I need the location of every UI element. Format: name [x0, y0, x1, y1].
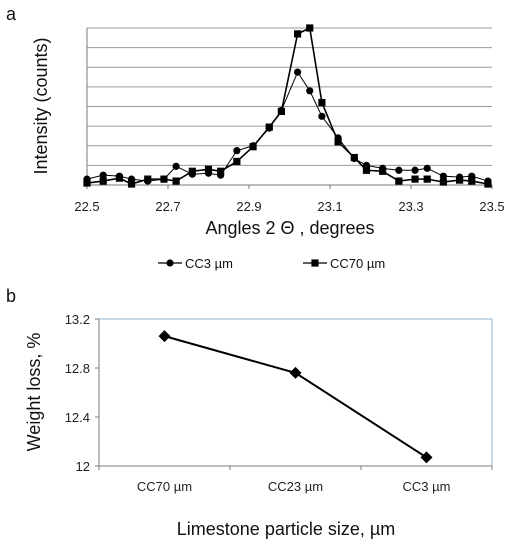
data-point	[395, 166, 403, 174]
data-point	[439, 178, 447, 186]
series-line	[86, 26, 489, 185]
chart-a: 22.5 22.7 22.9 23.1 23.3 23.5 Angles 2 Θ , deg…	[31, 24, 505, 271]
x-tick-label: CC70 µm	[137, 479, 192, 494]
data-point	[217, 167, 225, 175]
data-point	[294, 30, 302, 38]
data-point	[83, 179, 91, 187]
data-point	[423, 175, 431, 183]
data-point	[306, 87, 314, 95]
data-point	[456, 176, 464, 184]
data-point	[294, 68, 302, 76]
data-point	[160, 175, 168, 183]
series-weight-loss	[158, 330, 433, 464]
legend-label: CC3 µm	[185, 256, 233, 271]
data-point	[420, 451, 433, 464]
x-tick-label: 23.5	[479, 199, 504, 214]
data-point	[265, 123, 273, 131]
data-point	[172, 177, 180, 185]
y-axis-title: Weight loss, %	[24, 333, 44, 452]
data-point	[379, 167, 387, 175]
data-point	[99, 171, 107, 179]
data-point	[350, 153, 358, 162]
x-axis-title: Limestone particle size, µm	[177, 519, 395, 539]
data-point	[99, 177, 107, 185]
y-tick-label: 13.2	[65, 312, 90, 327]
y-tick-label: 12	[76, 459, 90, 474]
data-point	[158, 330, 171, 343]
data-point	[233, 147, 241, 155]
data-point	[411, 166, 419, 174]
y-axis-title: Intensity (counts)	[31, 37, 51, 174]
panel-label-b: b	[6, 286, 16, 306]
data-point	[484, 180, 492, 188]
legend-marker	[311, 259, 319, 267]
data-point	[144, 175, 152, 183]
data-point	[127, 180, 136, 188]
legend-label: CC70 µm	[330, 256, 385, 271]
data-point	[395, 177, 403, 185]
x-tick-label: 22.7	[155, 199, 180, 214]
data-point	[318, 98, 326, 107]
data-point	[188, 167, 196, 175]
series-cc70	[83, 24, 492, 188]
y-tick-label: 12.4	[65, 410, 90, 425]
x-tick-label: 23.1	[317, 199, 342, 214]
x-tick-label: 22.5	[74, 199, 99, 214]
legend: CC3 µm CC70 µm	[158, 256, 385, 271]
x-tick-label: 23.3	[398, 199, 423, 214]
chart-b: 12 12.4 12.8 13.2 CC70 µm CC23 µm CC3 µm Limest…	[24, 312, 493, 539]
data-point	[277, 107, 285, 116]
data-point	[249, 143, 257, 151]
y-tick-label: 12.8	[65, 361, 90, 376]
plot-frame	[98, 318, 493, 467]
data-point	[233, 157, 241, 166]
x-axis-title: Angles 2 Θ , degrees	[205, 218, 374, 238]
data-point	[172, 162, 180, 170]
data-point	[289, 366, 302, 379]
data-point	[334, 138, 342, 146]
data-point	[204, 165, 213, 173]
data-point	[423, 164, 431, 172]
data-point	[362, 166, 371, 174]
series-line	[86, 71, 489, 182]
x-tick-label: CC3 µm	[403, 479, 451, 494]
panel-label-a: a	[6, 4, 17, 24]
data-point	[318, 112, 326, 120]
series-line	[164, 335, 428, 459]
data-point	[115, 174, 123, 182]
data-point	[411, 175, 419, 183]
legend-marker	[166, 259, 174, 267]
data-point	[468, 177, 476, 185]
x-tick-label: 22.9	[236, 199, 261, 214]
data-point	[306, 24, 314, 32]
x-tick-label: CC23 µm	[268, 479, 323, 494]
data-point	[439, 172, 447, 180]
